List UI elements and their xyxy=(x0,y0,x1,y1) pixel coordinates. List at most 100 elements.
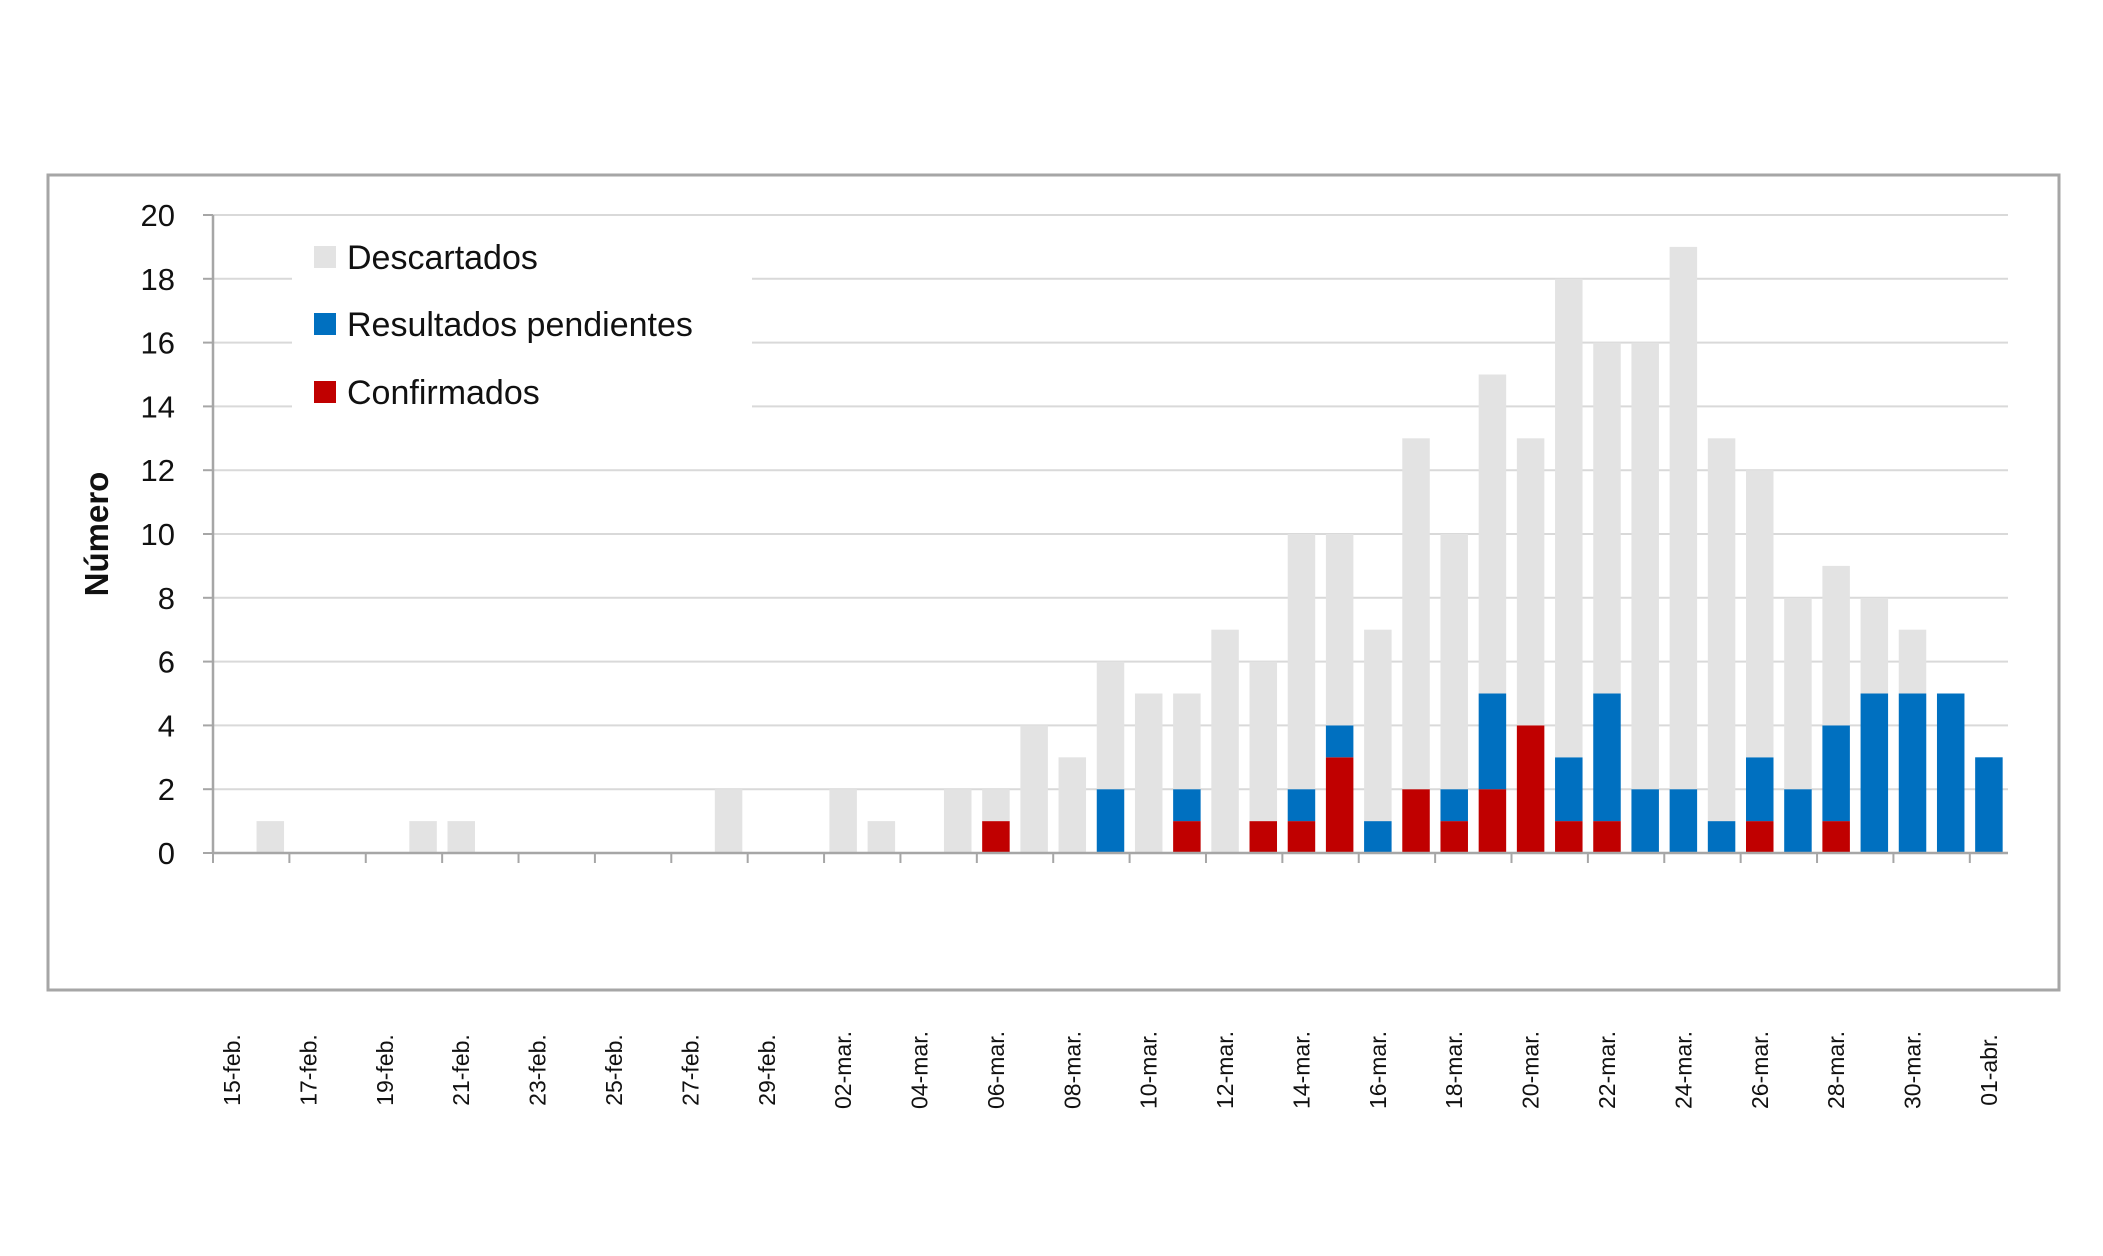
x-tick-label: 04-mar. xyxy=(907,1031,933,1109)
y-tick-label: 6 xyxy=(158,645,175,680)
x-tick-label: 24-mar. xyxy=(1670,1031,1696,1109)
bar-confirmados xyxy=(1593,821,1621,853)
bar-confirmados xyxy=(1478,789,1507,853)
bar-resultados-pendientes xyxy=(1975,757,2003,853)
bar-resultados-pendientes xyxy=(1173,789,1201,822)
bar-confirmados xyxy=(1440,821,1468,853)
bar-resultados-pendientes xyxy=(1936,693,1965,853)
legend-swatch xyxy=(314,246,336,268)
y-tick-label: 14 xyxy=(141,389,175,424)
bar-descartados xyxy=(1860,597,1889,694)
x-tick-label: 17-feb. xyxy=(295,1034,321,1106)
bar-resultados-pendientes xyxy=(1287,789,1316,822)
y-tick-label: 4 xyxy=(158,708,175,743)
bar-resultados-pendientes xyxy=(1784,789,1812,853)
bar-descartados xyxy=(714,789,743,853)
x-tick-label: 30-mar. xyxy=(1900,1031,1926,1109)
bar-confirmados xyxy=(1555,821,1583,853)
bar-resultados-pendientes xyxy=(1669,789,1698,853)
bar-resultados-pendientes xyxy=(1478,693,1507,790)
bar-resultados-pendientes xyxy=(1746,757,1774,822)
y-axis-label: Número xyxy=(78,472,115,597)
bar-descartados xyxy=(1746,470,1774,758)
bar-descartados xyxy=(1822,565,1850,726)
bar-descartados xyxy=(1058,757,1087,853)
x-tick-label: 16-mar. xyxy=(1365,1031,1391,1109)
legend-swatch xyxy=(314,313,336,335)
legend-label: Confirmados xyxy=(347,374,540,412)
bar-descartados xyxy=(1440,534,1468,790)
x-tick-label: 23-feb. xyxy=(525,1034,551,1106)
y-tick-label: 18 xyxy=(141,262,175,297)
legend-label: Resultados pendientes xyxy=(347,306,693,344)
x-tick-label: 10-mar. xyxy=(1136,1031,1162,1109)
x-tick-label: 15-feb. xyxy=(219,1034,245,1106)
y-tick-label: 8 xyxy=(158,581,175,616)
bar-descartados xyxy=(943,789,972,853)
bar-descartados xyxy=(447,821,475,853)
bar-confirmados xyxy=(1173,821,1201,853)
bar-descartados xyxy=(1020,725,1048,853)
x-tick-label: 18-mar. xyxy=(1441,1031,1467,1109)
x-tick-label: 02-mar. xyxy=(830,1031,856,1109)
bar-confirmados xyxy=(1746,821,1774,853)
x-tick-label: 25-feb. xyxy=(601,1034,627,1106)
x-ticks-group: 15-feb. 17-feb. 19-feb. 21-feb. 23-feb. 25-fe… xyxy=(212,853,2002,1109)
x-tick-label: 20-mar. xyxy=(1518,1031,1544,1109)
bar-descartados xyxy=(1402,438,1430,790)
bar-confirmados xyxy=(1822,821,1850,853)
bar-resultados-pendientes xyxy=(1325,725,1354,758)
bar-descartados xyxy=(1669,246,1698,790)
x-tick-label: 29-feb. xyxy=(754,1034,780,1106)
x-tick-label: 21-feb. xyxy=(448,1034,474,1106)
bar-confirmados xyxy=(1516,725,1545,853)
bar-confirmados xyxy=(1287,821,1316,853)
bar-descartados xyxy=(1249,661,1278,822)
y-tick-label: 0 xyxy=(158,836,175,871)
x-tick-label: 22-mar. xyxy=(1594,1031,1620,1109)
bar-resultados-pendientes xyxy=(1860,693,1889,853)
bar-descartados xyxy=(1555,278,1583,758)
bar-descartados xyxy=(1211,629,1239,853)
legend-background xyxy=(292,225,752,415)
bar-confirmados xyxy=(1325,757,1354,853)
bar-descartados xyxy=(1096,661,1125,790)
bar-resultados-pendientes xyxy=(1707,821,1736,853)
x-tick-label: 26-mar. xyxy=(1747,1031,1773,1109)
x-tick-label: 19-feb. xyxy=(372,1034,398,1106)
legend: Descartados Resultados pendientes Confirma… xyxy=(292,225,752,415)
x-tick-label: 12-mar. xyxy=(1212,1031,1238,1109)
bar-descartados xyxy=(867,821,896,853)
bar-descartados xyxy=(1134,693,1163,853)
x-tick-label: 06-mar. xyxy=(983,1031,1009,1109)
legend-swatch xyxy=(314,381,336,403)
bar-descartados xyxy=(1593,342,1621,694)
bar-descartados xyxy=(1707,438,1736,822)
bar-descartados xyxy=(1478,374,1507,694)
bar-resultados-pendientes xyxy=(1631,789,1659,853)
bar-descartados xyxy=(256,821,285,853)
bar-descartados xyxy=(1287,534,1316,790)
bar-descartados xyxy=(829,789,857,853)
bar-resultados-pendientes xyxy=(1898,693,1927,853)
x-tick-label: 08-mar. xyxy=(1059,1031,1085,1109)
bar-descartados xyxy=(1173,693,1201,790)
y-tick-label: 2 xyxy=(158,772,175,807)
bar-descartados xyxy=(1516,438,1545,726)
bar-confirmados xyxy=(1249,821,1278,853)
x-tick-label: 14-mar. xyxy=(1288,1031,1314,1109)
bar-descartados xyxy=(409,821,437,853)
bars-group xyxy=(256,246,2003,853)
y-ticks-group: 0 2 4 6 8 10 12 14 16 18 20 xyxy=(141,198,213,871)
y-tick-label: 20 xyxy=(141,198,175,233)
y-tick-label: 12 xyxy=(141,453,175,488)
bar-confirmados xyxy=(1402,789,1430,853)
bar-resultados-pendientes xyxy=(1096,789,1125,853)
bar-resultados-pendientes xyxy=(1555,757,1583,822)
y-tick-label: 10 xyxy=(141,517,175,552)
bar-resultados-pendientes xyxy=(1440,789,1468,822)
bar-descartados xyxy=(1631,342,1659,790)
bar-resultados-pendientes xyxy=(1593,693,1621,822)
bar-descartados xyxy=(982,789,1010,822)
